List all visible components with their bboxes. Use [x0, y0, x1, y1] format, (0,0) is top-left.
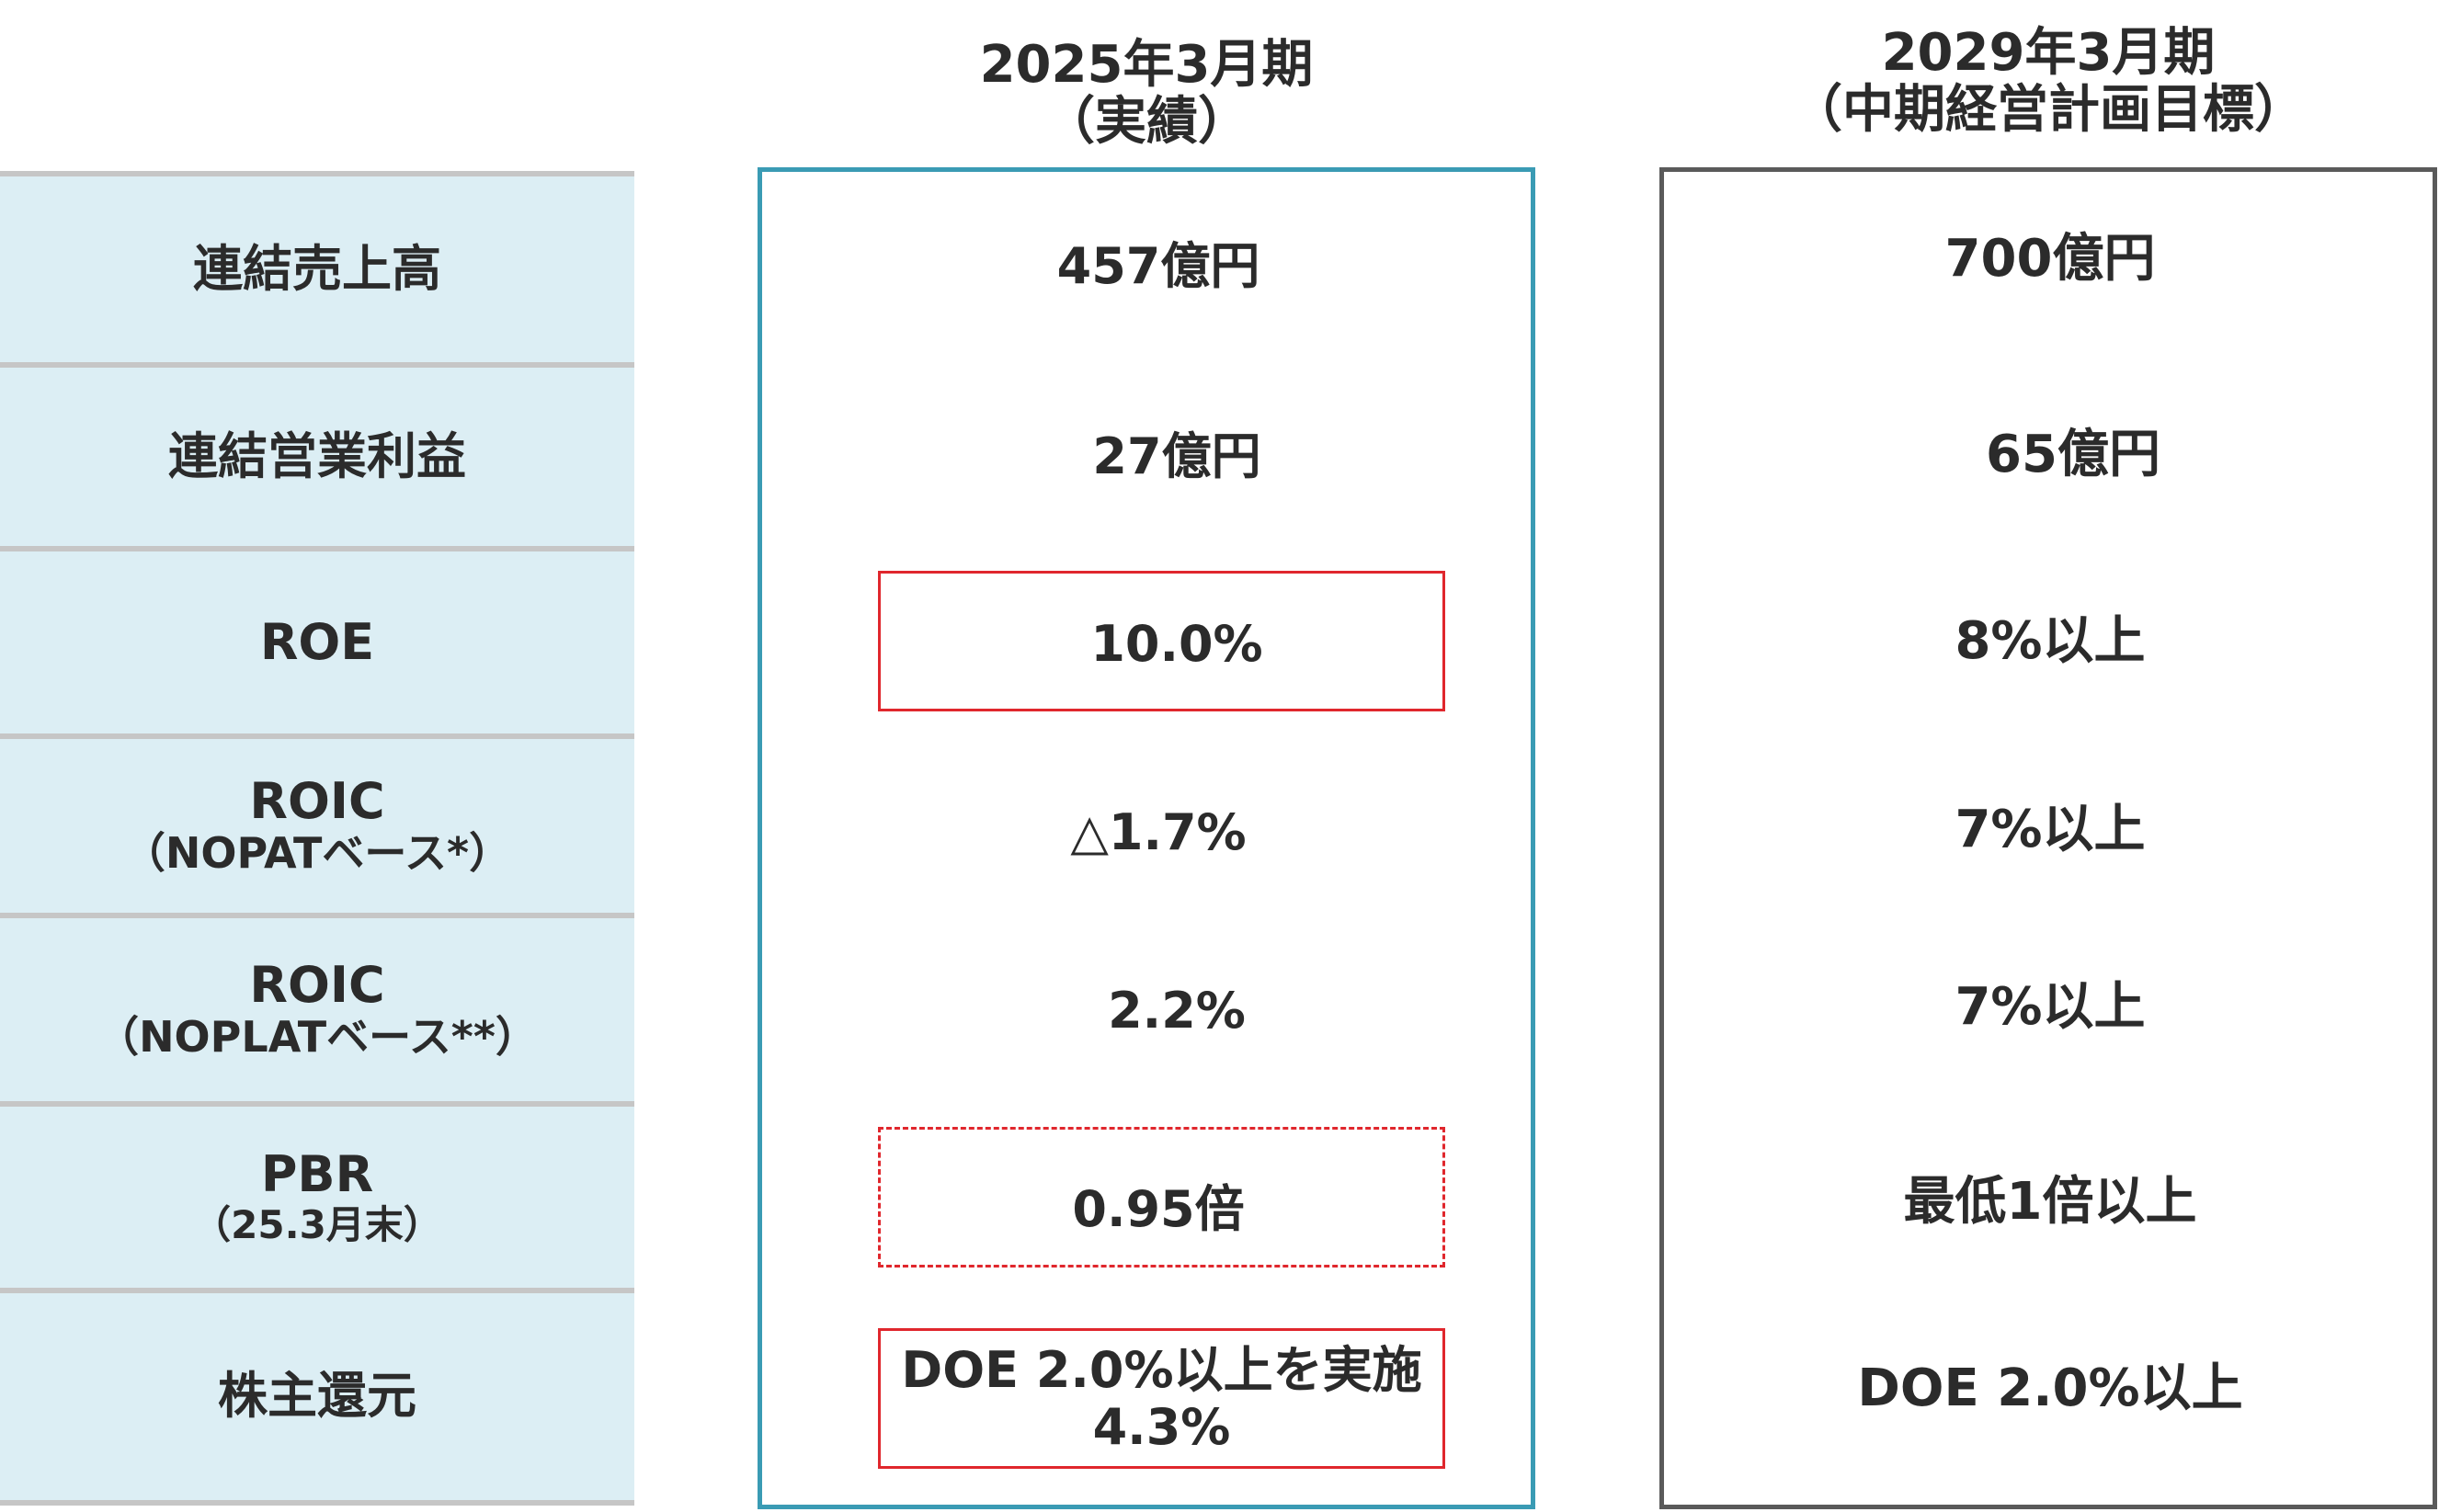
row-label-text: 株主還元: [218, 1367, 416, 1426]
row-label-text: ROIC: [249, 771, 385, 830]
target-column-type: （中期経営計画目標）: [1791, 79, 2306, 140]
row-label-roic-noplat: ROIC （NOPLATベース**）: [0, 918, 634, 1101]
row-divider: [0, 362, 634, 368]
row-sublabel-text: （25.3月末）: [192, 1201, 442, 1247]
actual-net-sales: 457億円: [1056, 236, 1260, 295]
row-label-text: 連結売上高: [193, 239, 441, 298]
target-column-frame: [1659, 167, 2437, 1509]
row-divider: [0, 546, 634, 551]
row-divider: [0, 913, 634, 918]
row-label-text: ROIC: [249, 955, 385, 1014]
target-roic-nopat: 7%以上: [1955, 799, 2146, 859]
target-column-header: 2029年3月期 （中期経営計画目標）: [1659, 25, 2437, 138]
row-label-operating-income: 連結営業利益: [0, 368, 634, 546]
row-label-roe: ROE: [0, 551, 634, 733]
row-sublabel-text: （NOPLATベース**）: [97, 1012, 538, 1063]
row-divider: [0, 1101, 634, 1107]
actual-operating-income: 27億円: [1092, 426, 1261, 485]
pbr-highlight-box: [878, 1127, 1445, 1268]
row-divider: [0, 1288, 634, 1293]
actual-pbr: 0.95倍: [1072, 1179, 1245, 1238]
row-divider: [0, 1500, 634, 1506]
actual-roic-nopat: △1.7%: [1070, 802, 1247, 861]
target-column-period: 2029年3月期: [1881, 23, 2216, 83]
actual-column-header: 2025年3月期 （実績）: [758, 37, 1535, 150]
shareholder-return-highlight-box: [878, 1328, 1445, 1469]
actual-shareholder-return-doe: 4.3%: [1092, 1398, 1231, 1456]
row-divider: [0, 733, 634, 739]
row-label-net-sales: 連結売上高: [0, 176, 634, 362]
target-shareholder-return: DOE 2.0%以上: [1857, 1358, 2243, 1418]
target-roe: 8%以上: [1955, 610, 2146, 671]
actual-column-type: （実績）: [1043, 91, 1249, 152]
actual-roic-noplat: 2.2%: [1108, 981, 1246, 1040]
row-divider: [0, 171, 634, 176]
row-label-text: 連結営業利益: [168, 426, 466, 485]
row-label-text: PBR: [260, 1145, 374, 1204]
roe-highlight-box: [878, 571, 1445, 711]
actual-shareholder-return: DOE 2.0%以上を実施 4.3%: [883, 1331, 1441, 1467]
actual-column-frame: [758, 167, 1535, 1509]
row-label-shareholder-return: 株主還元: [0, 1293, 634, 1500]
target-operating-income: 65億円: [1986, 424, 2160, 484]
actual-column-period: 2025年3月期: [979, 35, 1314, 95]
target-pbr: 最低1倍以上: [1903, 1171, 2197, 1232]
row-sublabel-text: （NOPATベース*）: [122, 828, 512, 879]
row-label-roic-nopat: ROIC （NOPATベース*）: [0, 739, 634, 913]
actual-roe: 10.0%: [1090, 614, 1263, 673]
actual-shareholder-return-policy: DOE 2.0%以上を実施: [901, 1340, 1422, 1399]
row-label-text: ROE: [259, 612, 375, 671]
row-label-pbr: PBR （25.3月末）: [0, 1107, 634, 1288]
target-net-sales: 700億円: [1944, 228, 2156, 289]
target-roic-noplat: 7%以上: [1955, 976, 2146, 1037]
